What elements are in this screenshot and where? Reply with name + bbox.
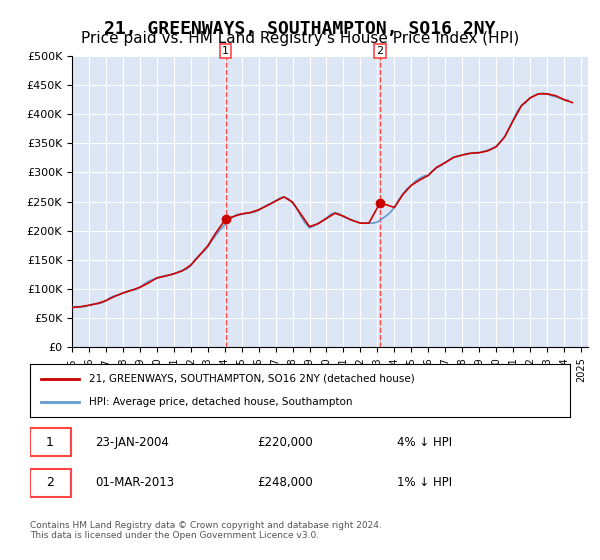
FancyBboxPatch shape [30,469,71,497]
Text: Price paid vs. HM Land Registry's House Price Index (HPI): Price paid vs. HM Land Registry's House … [81,31,519,46]
Text: HPI: Average price, detached house, Southampton: HPI: Average price, detached house, Sout… [89,397,353,407]
Text: 21, GREENWAYS, SOUTHAMPTON, SO16 2NY: 21, GREENWAYS, SOUTHAMPTON, SO16 2NY [104,20,496,38]
FancyBboxPatch shape [30,428,71,456]
Text: 2: 2 [377,46,384,56]
Text: £248,000: £248,000 [257,477,313,489]
Text: 4% ↓ HPI: 4% ↓ HPI [397,436,452,449]
Text: Contains HM Land Registry data © Crown copyright and database right 2024.
This d: Contains HM Land Registry data © Crown c… [30,521,382,540]
Text: £220,000: £220,000 [257,436,313,449]
Text: 01-MAR-2013: 01-MAR-2013 [95,477,174,489]
Text: 1: 1 [46,436,54,449]
Text: 1% ↓ HPI: 1% ↓ HPI [397,477,452,489]
Text: 1: 1 [222,46,229,56]
Text: 23-JAN-2004: 23-JAN-2004 [95,436,169,449]
Text: 21, GREENWAYS, SOUTHAMPTON, SO16 2NY (detached house): 21, GREENWAYS, SOUTHAMPTON, SO16 2NY (de… [89,374,415,384]
Text: 2: 2 [46,477,54,489]
